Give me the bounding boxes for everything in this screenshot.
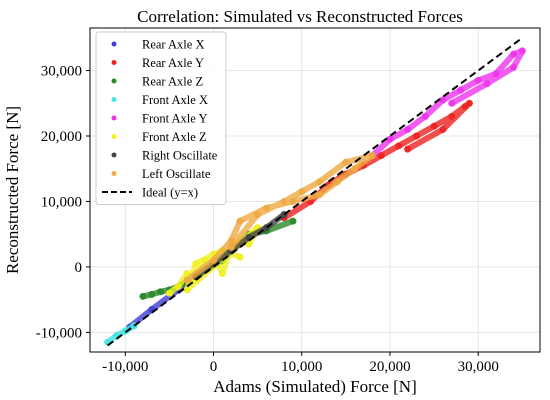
series-trace — [184, 152, 376, 283]
y-tick-label: -10,000 — [36, 325, 82, 341]
x-tick-label: 10,000 — [281, 359, 322, 375]
legend-label: Ideal (y=x) — [142, 186, 198, 200]
data-point — [280, 197, 288, 205]
y-tick-label: 20,000 — [41, 129, 82, 145]
data-point — [474, 76, 482, 84]
data-point — [439, 125, 447, 133]
data-point — [368, 152, 376, 160]
data-point — [148, 290, 156, 298]
data-point — [183, 286, 191, 294]
x-axis-ticks: -10,000 0 10,000 20,000 30,000 — [102, 352, 499, 375]
data-point — [236, 217, 244, 225]
legend: Rear Axle X Rear Axle Y Rear Axle Z Front A… — [95, 31, 227, 205]
data-point — [465, 99, 473, 107]
y-axis-ticks: -10,000 0 10,000 20,000 30,000 — [36, 64, 90, 341]
data-point — [298, 188, 306, 196]
data-point — [315, 178, 323, 186]
data-point — [254, 211, 262, 219]
data-point — [289, 217, 297, 225]
data-point — [404, 145, 412, 153]
data-point — [315, 191, 323, 199]
legend-label: Left Oscillate — [142, 167, 211, 181]
x-tick-label: 20,000 — [369, 359, 410, 375]
data-point — [404, 125, 412, 133]
data-point — [165, 289, 173, 297]
data-point — [457, 86, 465, 94]
data-point — [510, 50, 518, 58]
data-point — [227, 243, 235, 251]
data-point — [448, 112, 456, 120]
chart-title: Correlation: Simulated vs Reconstructed … — [137, 7, 463, 26]
legend-marker — [111, 115, 117, 121]
data-point — [262, 204, 270, 212]
legend-label: Front Axle Y — [142, 112, 208, 126]
data-point — [483, 80, 491, 88]
legend-label: Rear Axle Z — [142, 75, 203, 89]
data-point — [157, 288, 165, 296]
data-point — [183, 276, 191, 284]
data-point — [377, 152, 385, 160]
legend-marker — [111, 171, 117, 176]
x-tick-label: -10,000 — [102, 359, 148, 375]
data-point — [492, 70, 500, 78]
data-point — [412, 132, 420, 140]
legend-marker — [111, 97, 117, 102]
data-point — [439, 96, 447, 104]
data-point — [227, 237, 235, 245]
legend-label: Rear Axle X — [142, 38, 204, 52]
y-axis-label: Reconstructed Force [N] — [3, 106, 22, 274]
x-tick-label: 30,000 — [458, 359, 499, 375]
y-tick-label: 30,000 — [41, 64, 82, 80]
data-point — [289, 197, 297, 205]
reference-line-layer — [107, 37, 523, 347]
data-point — [448, 99, 456, 107]
data-point — [236, 253, 244, 261]
legend-marker — [111, 134, 117, 139]
data-point — [174, 283, 182, 291]
legend-box — [95, 31, 227, 205]
plot-frame — [89, 27, 541, 353]
legend-label: Right Oscillate — [142, 149, 218, 163]
data-point — [518, 47, 526, 55]
data-point — [386, 135, 394, 143]
data-point — [342, 158, 350, 166]
data-point — [333, 178, 341, 186]
y-tick-label: 10,000 — [41, 194, 82, 210]
data-point — [421, 112, 429, 120]
data-point — [430, 122, 438, 130]
legend-marker — [111, 41, 117, 47]
legend-label: Front Axle Z — [142, 130, 207, 144]
legend-label: Rear Axle Y — [142, 56, 204, 70]
data-point — [192, 260, 200, 268]
data-point — [139, 292, 147, 300]
data-point — [395, 142, 403, 150]
data-point — [351, 165, 359, 173]
data-point — [510, 63, 518, 71]
legend-marker — [111, 60, 117, 65]
x-tick-label: 0 — [210, 359, 218, 375]
x-axis-label: Adams (Simulated) Force [N] — [213, 377, 416, 396]
legend-label: Front Axle X — [142, 93, 208, 107]
legend-marker — [111, 152, 117, 158]
series-left-oscillate — [183, 152, 376, 284]
legend-marker — [111, 78, 117, 84]
ideal-line — [107, 37, 523, 347]
data-point — [210, 256, 218, 264]
y-tick-label: 0 — [75, 260, 83, 276]
data-point — [218, 269, 226, 277]
data-point — [121, 327, 129, 335]
